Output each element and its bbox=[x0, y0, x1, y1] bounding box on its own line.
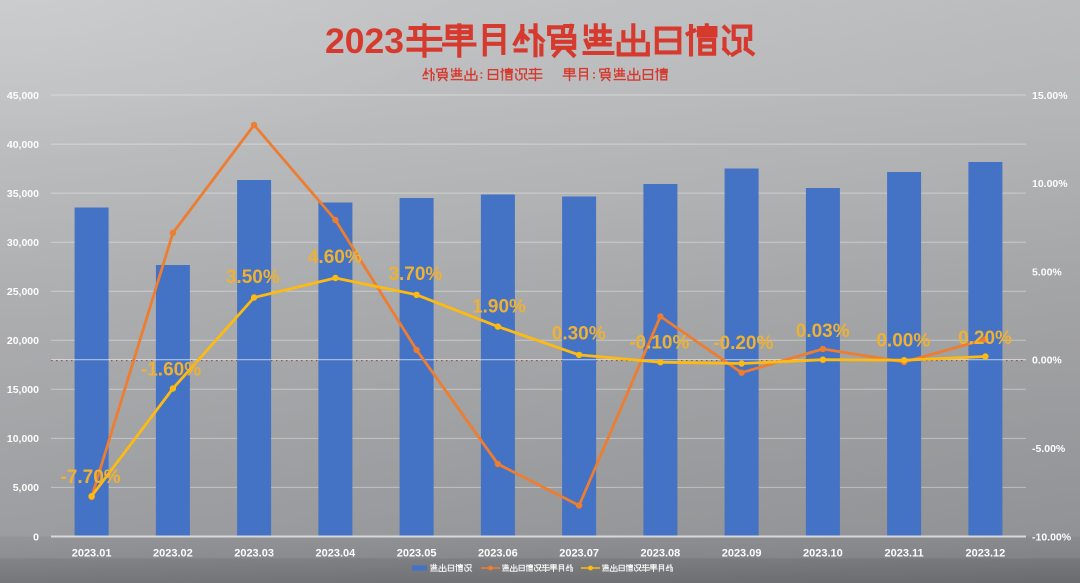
svg-text:2023.06: 2023.06 bbox=[478, 548, 518, 560]
svg-text::: : bbox=[592, 68, 596, 82]
svg-text:25,000: 25,000 bbox=[7, 286, 39, 298]
svg-text:2023.03: 2023.03 bbox=[234, 548, 274, 560]
svg-text:10,000: 10,000 bbox=[7, 433, 39, 445]
svg-text:40,000: 40,000 bbox=[7, 139, 39, 151]
svg-text:45,000: 45,000 bbox=[7, 90, 39, 102]
svg-text:-10.00%: -10.00% bbox=[1032, 531, 1072, 543]
svg-text:2023.08: 2023.08 bbox=[641, 548, 681, 560]
svg-text:1.90%: 1.90% bbox=[472, 297, 526, 318]
svg-text:3.70%: 3.70% bbox=[388, 264, 442, 285]
svg-text:-0.10%: -0.10% bbox=[629, 332, 689, 353]
svg-text:0.30%: 0.30% bbox=[552, 324, 606, 345]
svg-text:15,000: 15,000 bbox=[7, 384, 39, 396]
svg-text:5.00%: 5.00% bbox=[1032, 266, 1062, 278]
svg-text:0.00%: 0.00% bbox=[876, 331, 930, 352]
svg-text:35,000: 35,000 bbox=[7, 188, 39, 200]
svg-text:0: 0 bbox=[33, 531, 39, 543]
svg-text:5,000: 5,000 bbox=[13, 482, 39, 494]
svg-text:30,000: 30,000 bbox=[7, 237, 39, 249]
svg-text:3.50%: 3.50% bbox=[226, 267, 280, 288]
svg-text:0.00%: 0.00% bbox=[1032, 355, 1062, 367]
svg-text:-0.20%: -0.20% bbox=[713, 333, 773, 354]
svg-text:2023.02: 2023.02 bbox=[153, 548, 193, 560]
svg-text:20,000: 20,000 bbox=[7, 335, 39, 347]
svg-text::: : bbox=[479, 68, 483, 82]
svg-text:2023.09: 2023.09 bbox=[722, 548, 762, 560]
svg-text:-1.60%: -1.60% bbox=[141, 360, 201, 381]
svg-text:4.60%: 4.60% bbox=[308, 247, 362, 268]
svg-text:-5.00%: -5.00% bbox=[1032, 443, 1066, 455]
svg-text:2023.10: 2023.10 bbox=[803, 548, 843, 560]
svg-text:2023.05: 2023.05 bbox=[397, 548, 437, 560]
svg-text:-7.70%: -7.70% bbox=[60, 467, 120, 488]
svg-text:0.03%: 0.03% bbox=[796, 321, 850, 342]
svg-text:2023.12: 2023.12 bbox=[966, 548, 1006, 560]
svg-text:2023.04: 2023.04 bbox=[316, 548, 357, 560]
svg-text:0.20%: 0.20% bbox=[958, 328, 1012, 349]
svg-text:2023.11: 2023.11 bbox=[885, 548, 924, 560]
svg-text:10.00%: 10.00% bbox=[1032, 178, 1068, 190]
svg-text:2023.01: 2023.01 bbox=[72, 548, 112, 560]
svg-text:15.00%: 15.00% bbox=[1032, 90, 1068, 102]
svg-text:2023.07: 2023.07 bbox=[559, 548, 599, 560]
svg-text:2023: 2023 bbox=[325, 21, 404, 61]
